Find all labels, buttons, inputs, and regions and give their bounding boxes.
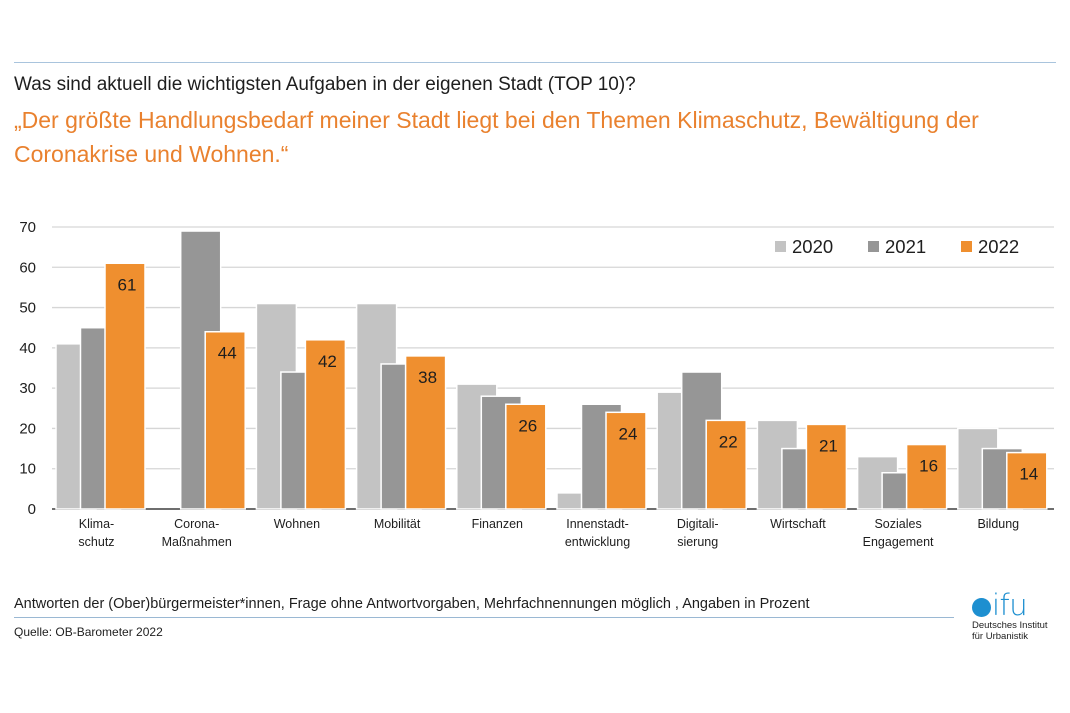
y-tick-label: 30 <box>19 380 36 397</box>
data-label: 44 <box>218 344 237 363</box>
y-tick-label: 0 <box>28 501 36 518</box>
y-tick-label: 10 <box>19 461 36 478</box>
x-tick-label: Finanzen <box>472 517 523 531</box>
legend-swatch-2021 <box>868 241 879 252</box>
source-label: Quelle: OB-Barometer 2022 <box>14 625 163 639</box>
data-label: 61 <box>118 275 137 294</box>
logo-dot-icon <box>972 598 991 617</box>
chart-question: Was sind aktuell die wichtigsten Aufgabe… <box>14 74 636 95</box>
x-tick-label: entwicklung <box>565 535 630 549</box>
x-tick-label: Mobilität <box>374 517 421 531</box>
bar-2022 <box>905 443 948 510</box>
bar-2022 <box>204 330 246 510</box>
bar-2022 <box>505 403 547 510</box>
data-label: 14 <box>1019 465 1038 484</box>
bar-chart: 0 10 20 30 40 50 60 70 61 44 42 38 26 24 22 21 16 14 Kli… <box>19 219 1054 549</box>
x-tick-label: Maßnahmen <box>162 535 232 549</box>
logo-subtitle-2: für Urbanistik <box>972 631 1028 642</box>
x-tick-label: sierung <box>677 535 718 549</box>
x-tick-label: Corona- <box>174 517 219 531</box>
legend-swatch-2022 <box>961 241 972 252</box>
chart-headline: „Der größte Handlungsbedarf meiner Stadt… <box>14 107 979 167</box>
x-tick-label: Wirtschaft <box>770 517 826 531</box>
difu-logo: ifu Deutsches Institut für Urbanistik <box>972 590 1062 642</box>
data-label: 38 <box>418 368 437 387</box>
data-label: 42 <box>318 352 337 371</box>
y-tick-label: 50 <box>19 300 36 317</box>
legend: 2020 2021 2022 <box>775 236 1019 257</box>
data-label: 16 <box>919 457 938 476</box>
y-tick-label: 70 <box>19 219 36 236</box>
y-tick-label: 60 <box>19 259 36 276</box>
legend-label-2022: 2022 <box>978 236 1019 257</box>
bar-2022 <box>404 355 447 510</box>
bar-2022 <box>805 423 848 510</box>
x-tick-label: Soziales <box>874 517 921 531</box>
bar-2022 <box>705 419 747 510</box>
x-tick-label: Digitali- <box>677 517 719 531</box>
footer-divider <box>14 617 954 618</box>
bar-2022 <box>304 339 347 510</box>
bar-2022 <box>104 262 146 510</box>
logo-subtitle-1: Deutsches Institut <box>972 620 1048 631</box>
legend-swatch-2020 <box>775 241 786 252</box>
bars: 61 44 42 38 26 24 22 21 16 14 <box>55 230 1048 510</box>
bar-2022 <box>605 411 647 510</box>
data-label: 22 <box>719 432 738 451</box>
logo-mark: ifu <box>972 588 1062 622</box>
y-tick-label: 40 <box>19 340 36 357</box>
logo-wordmark: ifu <box>992 588 1028 622</box>
legend-label-2020: 2020 <box>792 236 833 257</box>
y-tick-label: 20 <box>19 420 36 437</box>
top-divider <box>14 62 1056 63</box>
x-tick-label: schutz <box>78 535 114 549</box>
bar-2022 <box>1006 451 1048 510</box>
data-label: 21 <box>819 436 838 455</box>
y-axis-ticks: 0 10 20 30 40 50 60 70 <box>19 219 36 518</box>
legend-label-2021: 2021 <box>885 236 926 257</box>
x-tick-label: Klima- <box>79 517 114 531</box>
data-label: 26 <box>518 416 537 435</box>
x-tick-label: Bildung <box>977 517 1019 531</box>
x-tick-label: Innenstadt- <box>566 517 629 531</box>
x-tick-label: Engagement <box>863 535 934 549</box>
x-tick-label: Wohnen <box>274 517 320 531</box>
x-axis-labels: Klima-schutz Corona- Maßnahmen Wohnen Mobili… <box>78 517 1019 549</box>
data-label: 24 <box>619 424 638 443</box>
footnote: Antworten der (Ober)bürgermeister*innen,… <box>14 596 810 612</box>
